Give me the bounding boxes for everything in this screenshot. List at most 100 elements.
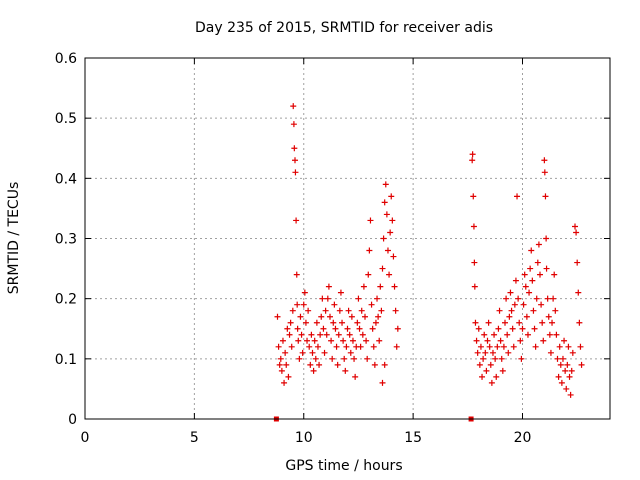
- data-point: [552, 307, 559, 314]
- data-point: [528, 247, 535, 254]
- data-point: [502, 319, 508, 326]
- data-point: [290, 121, 297, 128]
- data-point: [578, 361, 585, 368]
- data-point: [359, 331, 366, 338]
- data-point: [566, 373, 573, 380]
- data-point: [367, 217, 374, 224]
- data-point: [573, 229, 580, 236]
- data-point: [368, 301, 375, 308]
- data-point: [336, 307, 343, 314]
- data-point: [327, 313, 333, 320]
- data-point: [393, 343, 400, 350]
- data-point: [488, 379, 495, 386]
- data-point: [304, 337, 311, 344]
- data-point: [475, 325, 482, 332]
- data-point: [339, 319, 346, 326]
- data-point: [293, 217, 300, 224]
- data-point: [307, 361, 314, 368]
- data-point: [563, 385, 570, 392]
- data-point: [503, 295, 510, 302]
- data-point: [538, 301, 545, 308]
- y-tick-label: 0.6: [55, 51, 77, 67]
- data-point: [329, 355, 336, 362]
- data-point: [530, 307, 537, 314]
- data-point: [575, 289, 582, 296]
- data-point: [482, 349, 489, 356]
- x-tick-label: 0: [81, 430, 90, 446]
- data-point: [556, 343, 563, 350]
- data-point: [473, 337, 480, 344]
- data-point: [334, 361, 341, 368]
- data-point: [551, 271, 558, 278]
- data-point: [537, 271, 543, 278]
- data-point: [489, 349, 496, 356]
- data-point: [351, 355, 358, 362]
- data-point: [515, 295, 522, 302]
- data-point: [498, 355, 505, 362]
- data-point: [514, 193, 521, 200]
- data-point: [298, 331, 305, 338]
- x-tick-label: 10: [295, 430, 313, 446]
- data-point: [352, 373, 359, 380]
- data-point: [576, 319, 583, 326]
- data-point: [388, 193, 395, 200]
- data-point: [567, 391, 574, 398]
- data-point: [471, 283, 478, 290]
- data-point: [577, 343, 584, 350]
- data-point: [286, 331, 293, 338]
- data-point: [507, 289, 514, 296]
- data-point: [369, 325, 376, 332]
- data-point: [345, 307, 352, 314]
- data-point: [471, 259, 478, 266]
- data-point: [553, 331, 560, 338]
- data-point: [309, 349, 316, 356]
- data-point: [386, 271, 393, 278]
- data-point: [487, 361, 494, 368]
- data-point: [331, 301, 338, 308]
- data-point: [372, 319, 379, 326]
- data-point: [480, 355, 487, 362]
- data-point: [541, 169, 548, 176]
- data-point: [521, 271, 528, 278]
- data-point: [505, 349, 512, 356]
- data-point: [317, 331, 324, 338]
- data-point: [365, 271, 372, 278]
- data-point: [364, 355, 371, 362]
- data-point: [527, 265, 534, 272]
- data-point: [541, 157, 548, 164]
- data-point: [341, 355, 348, 362]
- data-point: [313, 319, 320, 326]
- data-point: [531, 325, 538, 332]
- data-point: [287, 319, 294, 326]
- data-point: [529, 277, 536, 284]
- data-point: [333, 343, 340, 350]
- data-point: [512, 277, 519, 284]
- data-point: [379, 379, 386, 386]
- data-point: [378, 307, 385, 314]
- data-point: [543, 265, 550, 272]
- x-tick-label: 20: [514, 430, 532, 446]
- data-point: [335, 331, 342, 338]
- data-point: [477, 343, 484, 350]
- data-point: [295, 337, 302, 344]
- data-point: [565, 343, 572, 350]
- data-point: [358, 307, 365, 314]
- data-point: [535, 241, 542, 248]
- data-point: [291, 145, 298, 152]
- data-point: [340, 337, 347, 344]
- data-point: [546, 331, 553, 338]
- data-point: [374, 295, 381, 302]
- grid: [85, 58, 610, 419]
- data-point: [472, 319, 479, 326]
- data-point: [483, 367, 490, 374]
- data-point: [360, 283, 367, 290]
- data-point: [349, 337, 356, 344]
- data-point: [542, 193, 549, 200]
- data-point: [318, 313, 325, 320]
- data-point: [321, 349, 328, 356]
- data-point: [294, 325, 301, 332]
- data-point: [569, 349, 576, 356]
- data-point: [292, 169, 299, 176]
- data-points: [273, 103, 585, 422]
